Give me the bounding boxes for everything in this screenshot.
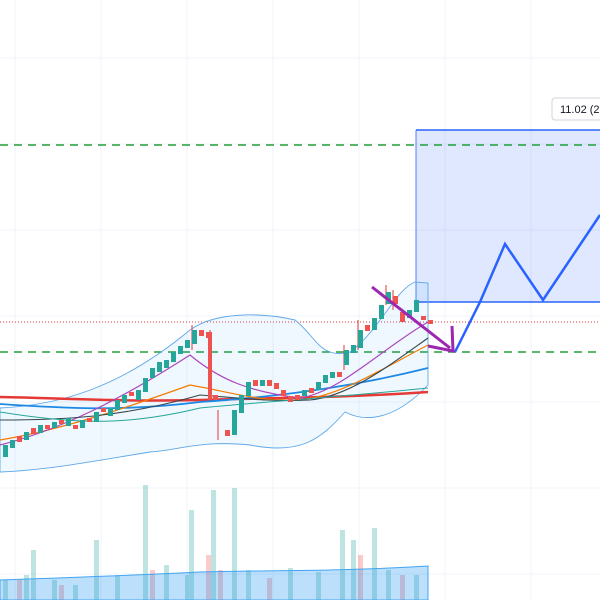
bollinger-band [0,281,429,473]
projection-path [453,214,600,353]
volume-up [3,485,419,600]
ma-purple [0,321,429,446]
volume-down [17,555,405,600]
arrow-shaft [371,285,451,350]
price-label-box: 11.02 (28 [551,97,600,121]
price-label: 11.02 (28 [560,104,600,116]
ma-orange [0,344,429,441]
volume-ma [0,565,429,600]
grid-vertical [14,0,532,600]
grid-horizontal [0,57,600,575]
ma-red [0,390,429,402]
projection-box [416,130,600,302]
label-background [551,97,600,121]
arrow-head [427,325,455,353]
ma-blue [0,367,429,410]
